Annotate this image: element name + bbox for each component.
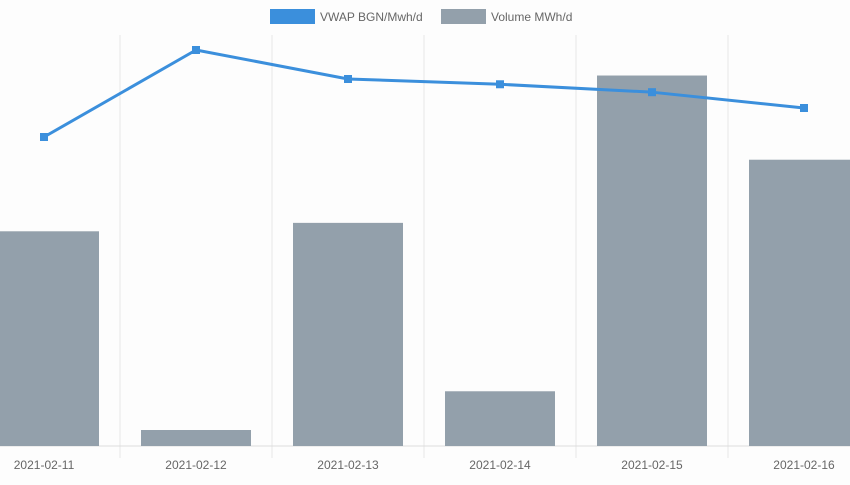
x-tick-label: 2021-02-14 [469,458,531,472]
vwap-point[interactable] [344,75,352,83]
x-tick-label: 2021-02-15 [621,458,683,472]
x-tick-label: 2021-02-16 [773,458,835,472]
legend-label[interactable]: VWAP BGN/Mwh/d [320,10,423,24]
volume-bar [445,391,555,446]
legend: VWAP BGN/Mwh/d Volume MWh/d [270,9,572,24]
legend-swatch[interactable] [270,9,315,24]
vwap-point[interactable] [800,104,808,112]
vwap-point[interactable] [496,80,504,89]
volume-bar [597,75,707,447]
vwap-line [43,48,805,139]
x-axis: 2021-02-11 2021-02-12 2021-02-13 2021-02-14… [14,458,835,472]
vwap-point[interactable] [648,88,656,97]
vwap-point[interactable] [40,133,48,141]
legend-swatch[interactable] [441,9,486,24]
volume-bar [0,231,99,446]
vwap-point[interactable] [192,46,200,54]
volume-bars [0,75,850,447]
legend-label[interactable]: Volume MWh/d [491,10,572,24]
volume-bar [141,430,251,446]
volume-bar [749,159,850,446]
x-tick-label: 2021-02-12 [165,458,227,472]
vwap-line-series [40,46,808,141]
volume-bar [293,222,403,446]
x-tick-label: 2021-02-13 [317,458,379,472]
x-tick-label: 2021-02-11 [14,458,75,472]
